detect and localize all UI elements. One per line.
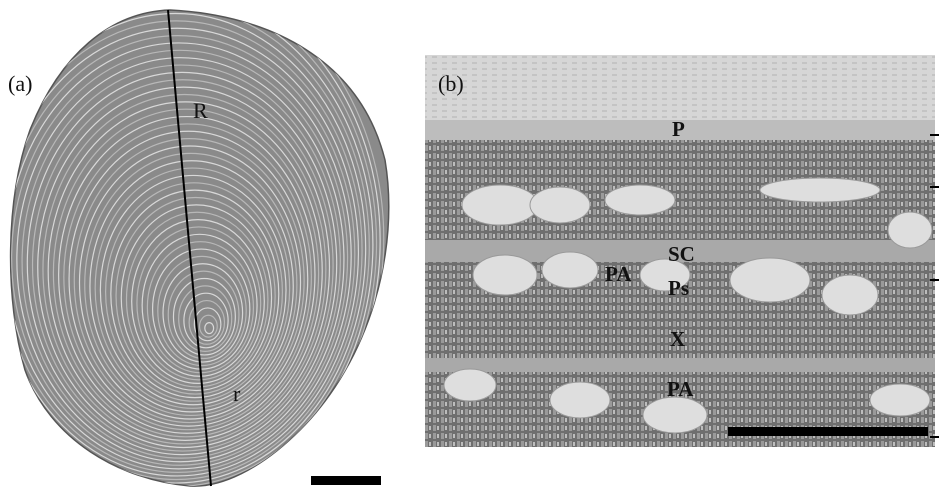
annotation: r xyxy=(233,381,241,406)
panel-a: (a) R r xyxy=(0,0,389,488)
scale-bar xyxy=(311,476,381,485)
annotation: PA xyxy=(667,377,694,401)
figure: (a) R r (b) P SC Ps PA X PA xyxy=(0,0,939,488)
annotation: X xyxy=(670,327,685,351)
annotation: P xyxy=(672,117,685,141)
parenchyma-patch xyxy=(542,252,598,288)
parenchyma-patch xyxy=(730,258,810,302)
parenchyma-patch xyxy=(822,275,878,315)
parenchyma-patch xyxy=(605,185,675,215)
annotation: Ps xyxy=(668,276,689,300)
panel-b: (b) P SC Ps PA X PA xyxy=(425,55,939,447)
annotation: R xyxy=(193,98,208,123)
parenchyma-patch xyxy=(462,185,538,225)
parenchyma-patch xyxy=(760,178,880,202)
parenchyma-patch xyxy=(870,384,930,416)
panel-label: (a) xyxy=(8,71,32,96)
parenchyma-patch xyxy=(888,212,932,248)
parenchyma-patch xyxy=(643,397,707,433)
annotation: SC xyxy=(668,242,695,266)
parenchyma-patch xyxy=(530,187,590,223)
scale-bar xyxy=(728,427,928,436)
parenchyma-patch xyxy=(550,382,610,418)
panel-label: (b) xyxy=(438,71,464,96)
annotation: PA xyxy=(605,262,632,286)
band xyxy=(425,358,935,372)
parenchyma-patch xyxy=(473,255,537,295)
parenchyma-patch xyxy=(444,369,496,401)
